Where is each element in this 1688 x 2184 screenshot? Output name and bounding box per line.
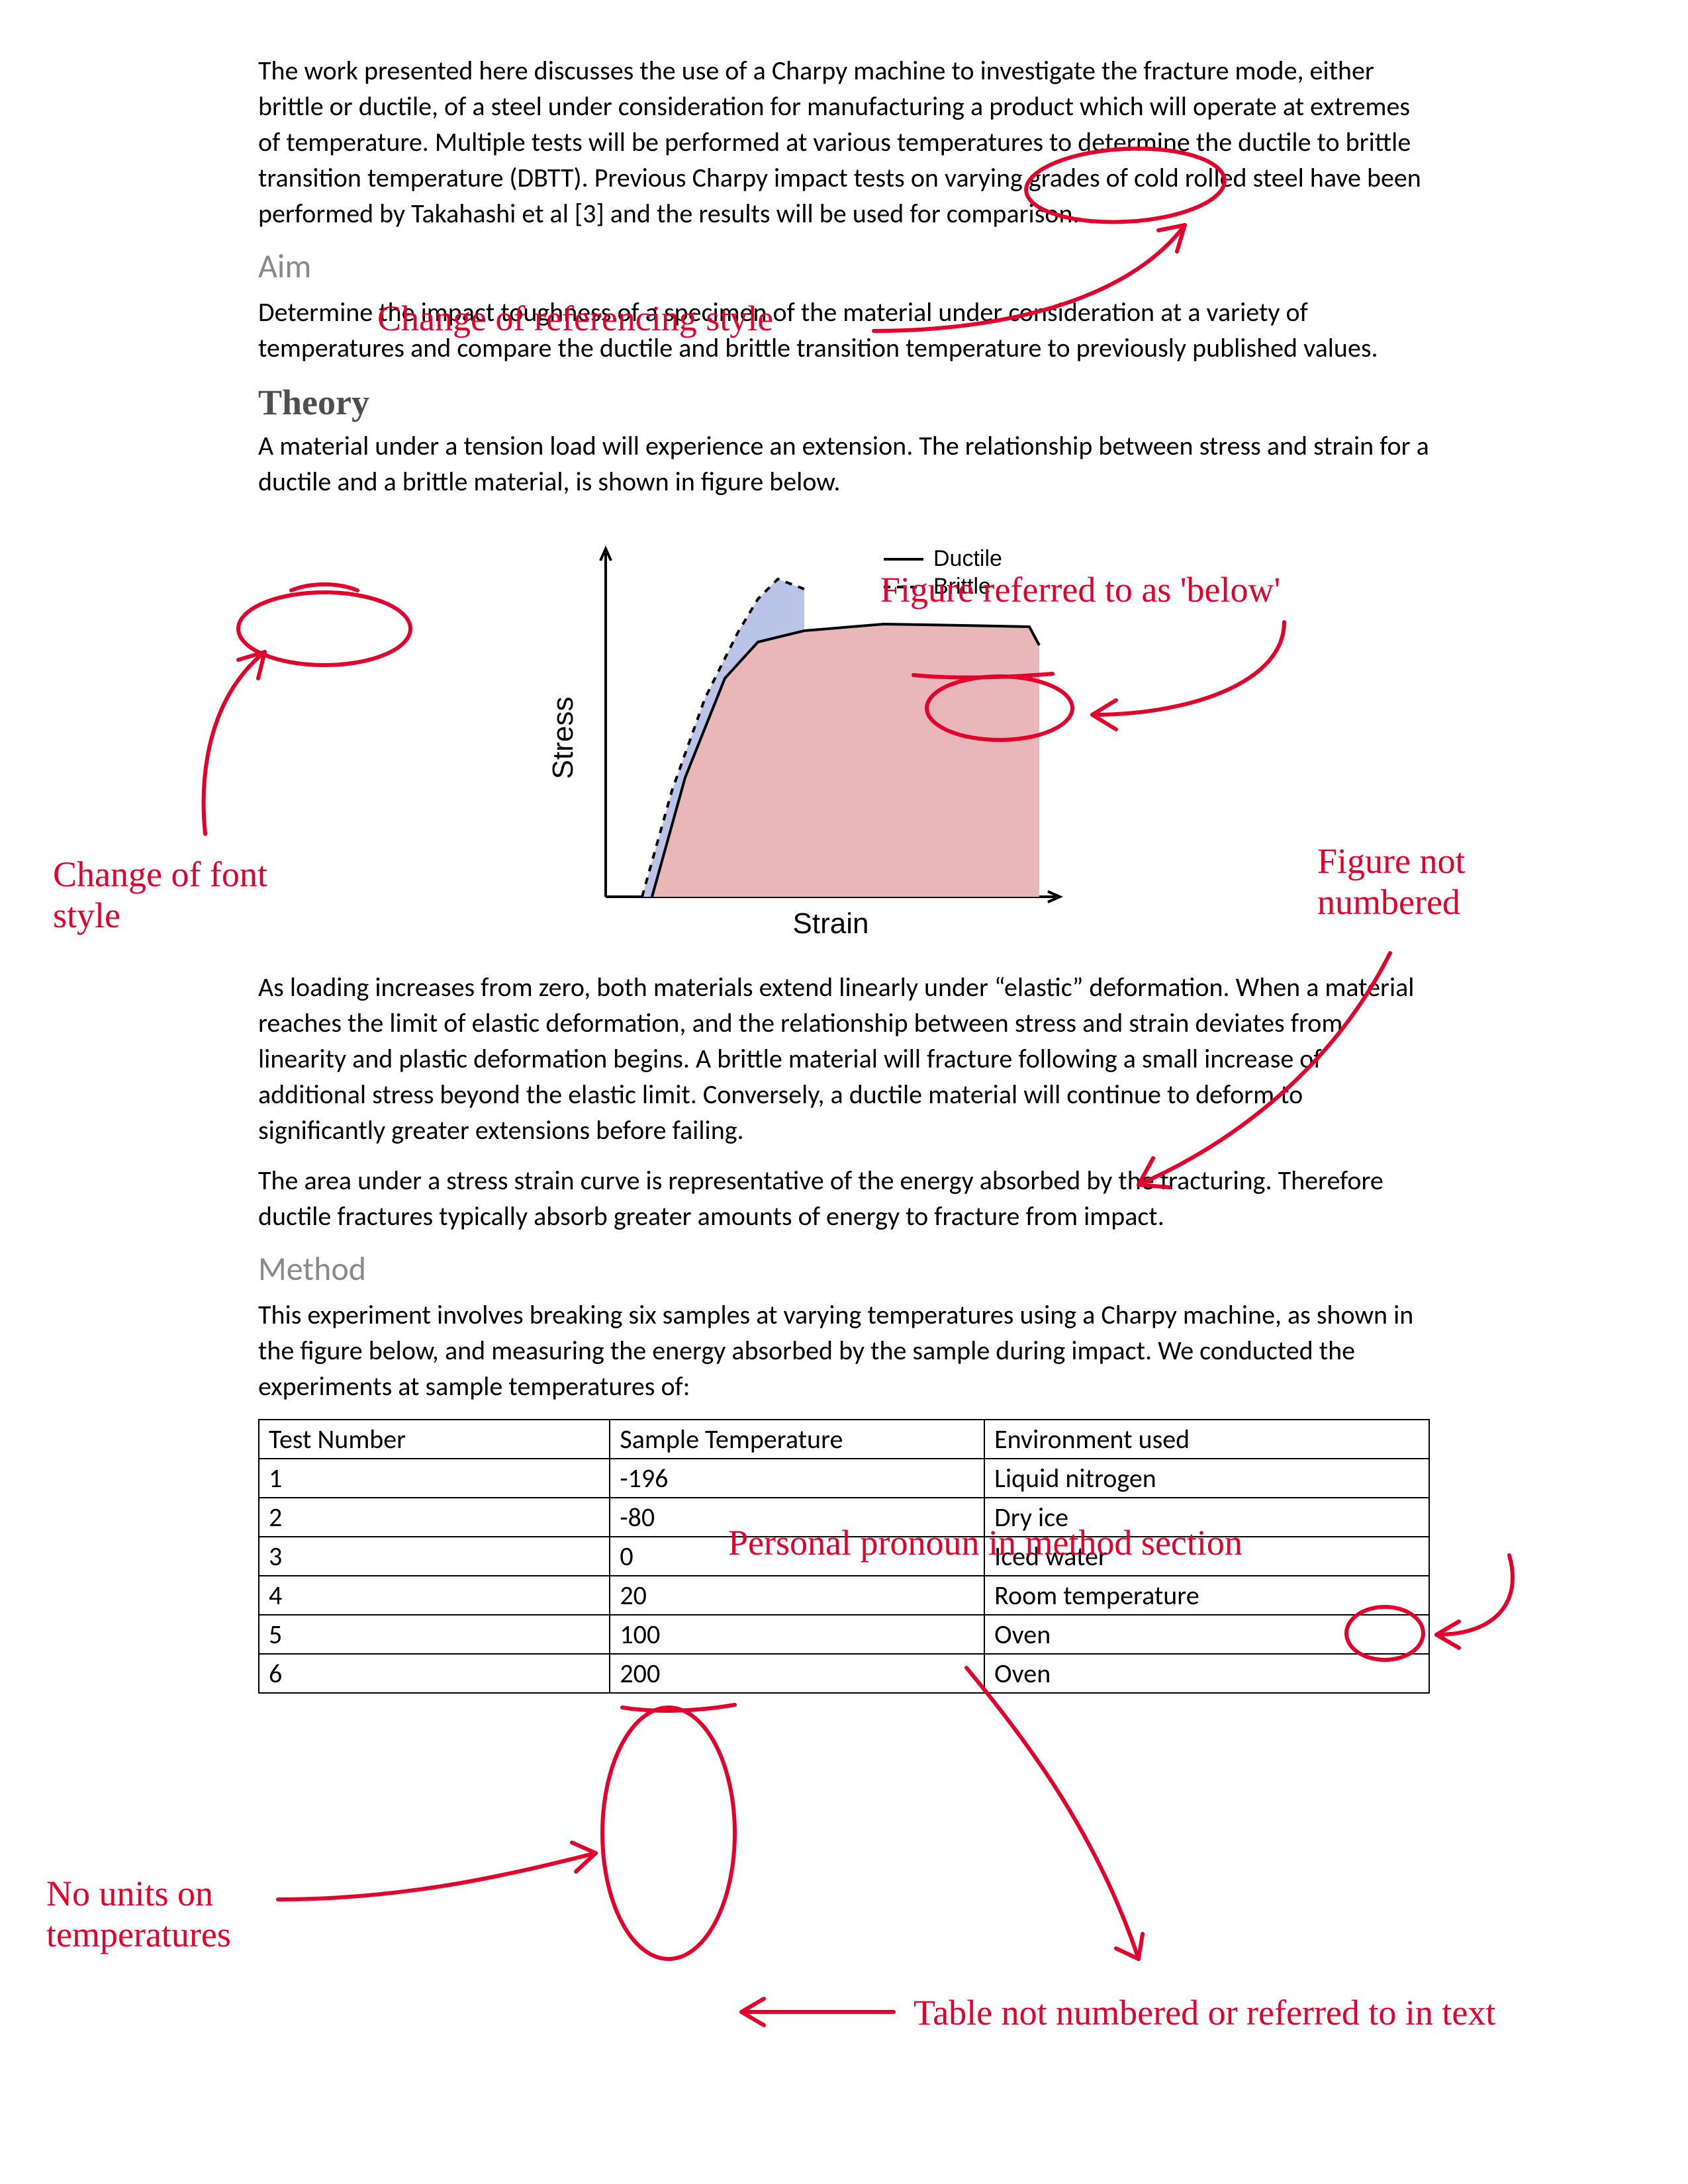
table-row: 6200Oven: [259, 1654, 1429, 1693]
stress-strain-chart: Stress Strain Ductile Brittle: [258, 520, 1430, 943]
method-paragraph: This experiment involves breaking six sa…: [258, 1297, 1430, 1404]
theory-heading: Theory: [258, 382, 1430, 423]
table-cell: 5: [259, 1615, 610, 1654]
table-cell: Iced water: [984, 1537, 1429, 1576]
theory-para2: As loading increases from zero, both mat…: [258, 970, 1430, 1148]
table-cell: Dry ice: [984, 1498, 1429, 1537]
table-row: 30Iced water: [259, 1537, 1429, 1576]
aim-heading: Aim: [258, 246, 1430, 287]
table-cell: 6: [259, 1654, 610, 1693]
table-cell: Room temperature: [984, 1576, 1429, 1615]
table-cell: 2: [259, 1498, 610, 1537]
chart-x-label: Strain: [793, 907, 869, 940]
table-row: 5100Oven: [259, 1615, 1429, 1654]
theory-para3: The area under a stress strain curve is …: [258, 1163, 1430, 1234]
chart-y-label: Stress: [547, 697, 579, 780]
table-header-cell: Environment used: [984, 1420, 1429, 1459]
table-cell: 100: [610, 1615, 984, 1654]
temperature-table: Test NumberSample TemperatureEnvironment…: [258, 1419, 1430, 1694]
table-cell: Oven: [984, 1615, 1429, 1654]
table-row: 420Room temperature: [259, 1576, 1429, 1615]
intro-paragraph: The work presented here discusses the us…: [258, 53, 1430, 232]
legend-brittle: Brittle: [933, 574, 991, 599]
table-cell: 0: [610, 1537, 984, 1576]
table-row: 1-196Liquid nitrogen: [259, 1459, 1429, 1498]
table-cell: 1: [259, 1459, 610, 1498]
table-cell: 3: [259, 1537, 610, 1576]
annotation-table-not-numbered: Table not numbered or referred to in tex…: [914, 1992, 1509, 2033]
legend-ductile: Ductile: [933, 546, 1002, 571]
table-cell: -80: [610, 1498, 984, 1537]
document-page: The work presented here discusses the us…: [0, 0, 1688, 1747]
table-header-cell: Sample Temperature: [610, 1420, 984, 1459]
table-cell: 4: [259, 1576, 610, 1615]
table-row: 2-80Dry ice: [259, 1498, 1429, 1537]
table-cell: -196: [610, 1459, 984, 1498]
theory-para1: A material under a tension load will exp…: [258, 428, 1430, 500]
method-heading: Method: [258, 1249, 1430, 1289]
table-cell: Liquid nitrogen: [984, 1459, 1429, 1498]
aim-paragraph: Determine the impact toughness of a spec…: [258, 295, 1430, 366]
table-header-cell: Test Number: [259, 1420, 610, 1459]
annotation-no-units: No units on temperatures: [46, 1873, 285, 1955]
table-cell: 20: [610, 1576, 984, 1615]
table-cell: Oven: [984, 1654, 1429, 1693]
table-cell: 200: [610, 1654, 984, 1693]
